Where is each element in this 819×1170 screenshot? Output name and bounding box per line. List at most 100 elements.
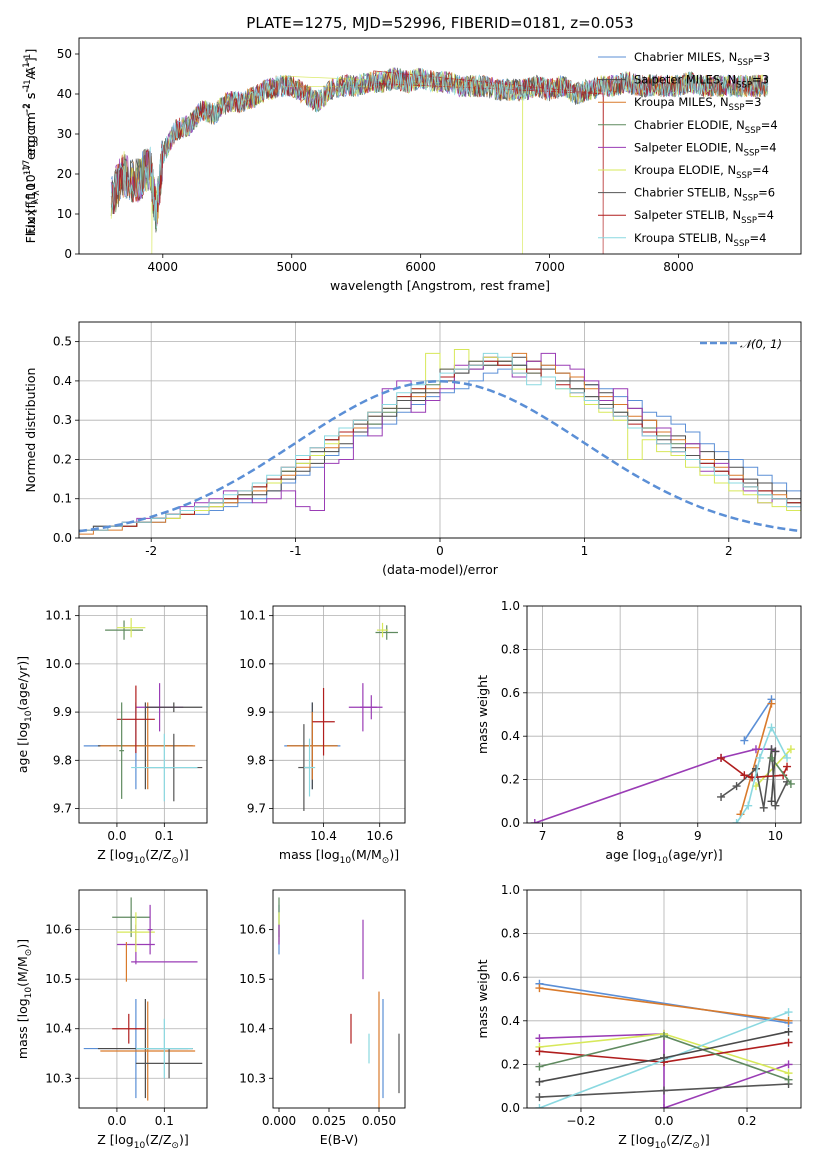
y-tick-label: 0.0 <box>53 531 72 545</box>
label-part: A <box>23 71 38 84</box>
label-part: (data-model)/error <box>382 562 499 577</box>
label-part: wavelength [Angstrom, rest frame] <box>330 278 550 293</box>
weight-line <box>743 698 773 741</box>
legend-label-main: Salpeter MILES, N <box>634 73 736 87</box>
legend-label: Kroupa ELODIE, NSSP=4 <box>634 163 769 181</box>
x-axis-label: (data-model)/error <box>382 562 499 577</box>
label-part: Z [log <box>97 847 133 862</box>
weight-line <box>539 987 789 1022</box>
x-axis-label: age [log10​(age/yr)] <box>605 847 722 866</box>
label-part: (M/M <box>351 847 382 862</box>
weight-marker <box>783 762 792 771</box>
weight-marker <box>660 1104 668 1108</box>
age-mass-weight-panel: 7 8 9 10 0.0 0.2 0.4 0.6 0.8 1.0 age [log10​(age/y… <box>475 599 802 866</box>
label-part: −17 <box>23 164 33 183</box>
label-part: Flux [f <box>23 204 38 244</box>
label-part: ⊙ <box>171 856 179 866</box>
x-axis-label: Z [log10​(Z/Z⊙​)] <box>618 1132 709 1151</box>
weight-marker <box>784 1008 793 1017</box>
weight-marker <box>767 797 776 806</box>
legend-label-sub: SSP <box>729 103 745 113</box>
y-tick-label: 10.6 <box>45 923 72 937</box>
y-tick-label: 0.4 <box>501 729 520 743</box>
y-tick-label: 0.2 <box>501 773 520 787</box>
y-tick-label: 0.2 <box>53 452 72 466</box>
x-tick-label: 0 <box>436 544 444 558</box>
y-tick-label: 0.8 <box>501 642 520 656</box>
histogram-series <box>79 360 801 531</box>
label-part: 10 <box>340 856 352 866</box>
label-part: 10 <box>134 1141 146 1151</box>
axes-frame <box>78 321 802 539</box>
weight-marker <box>740 771 749 780</box>
x-tick-label: 10.4 <box>310 829 337 843</box>
legend-label: Salpeter STELIB, NSSP=4 <box>634 208 774 226</box>
label-part: -17 <box>22 160 32 175</box>
x-tick-label: 10 <box>768 829 783 843</box>
y-tick-label: 40 <box>57 87 72 101</box>
x-tick-label: 0.0 <box>107 1114 126 1128</box>
x-tick-label: 10.6 <box>366 829 393 843</box>
y-tick-label: 50 <box>57 47 72 61</box>
weight-marker <box>767 699 776 708</box>
x-tick-label: 6000 <box>405 260 436 274</box>
legend-label-tail: =3 <box>744 95 761 109</box>
x-tick-label: 0.050 <box>362 1114 396 1128</box>
y-tick-label: 0.2 <box>501 1057 520 1071</box>
label-part: Z [log <box>618 1132 654 1147</box>
x-tick-label: 4000 <box>148 260 179 274</box>
weight-marker <box>535 1093 544 1102</box>
label-part: )] <box>179 1132 189 1147</box>
label-part: λ <box>32 190 42 196</box>
legend-label: Chabrier MILES, NSSP=3 <box>634 50 770 68</box>
legend-label-tail: =4 <box>761 118 778 132</box>
label-part: age [log <box>605 847 656 862</box>
weight-line <box>770 751 777 802</box>
legend-label-sub: SSP <box>736 81 752 91</box>
weight-marker <box>784 1038 793 1047</box>
y-tick-label: 1.0 <box>501 599 520 613</box>
legend-label-sub: SSP <box>737 58 753 68</box>
weight-marker <box>535 1062 544 1071</box>
label-part: age [log <box>15 722 30 773</box>
legend-label: Kroupa MILES, NSSP=3 <box>634 95 761 113</box>
y-tick-label: 1.0 <box>501 883 520 897</box>
x-tick-label: 0.1 <box>155 1114 174 1128</box>
label-part: ⊙ <box>382 856 390 866</box>
label-part: ] <box>23 49 38 54</box>
weight-marker <box>744 801 753 810</box>
axes-frame <box>272 605 406 824</box>
label-part: Normed distribution <box>23 368 38 493</box>
weight-marker <box>784 1027 793 1036</box>
x-tick-label: 8 <box>616 829 624 843</box>
y-tick-label: 10.0 <box>239 657 266 671</box>
y-tick-label: 0.0 <box>501 1101 520 1115</box>
weight-marker <box>535 984 544 993</box>
weight-marker <box>717 792 726 801</box>
y-axis-label: mass weight <box>475 959 490 1038</box>
x-axis-label: wavelength [Angstrom, rest frame] <box>330 278 550 293</box>
label-part: 10 <box>24 987 34 999</box>
axes-frame <box>78 605 208 824</box>
legend-label-tail: =3 <box>752 73 769 87</box>
label-part: Z [log <box>97 1132 133 1147</box>
histogram-series <box>79 360 801 531</box>
x-tick-label: 2 <box>725 544 733 558</box>
weight-marker <box>660 1053 668 1062</box>
legend-label-sub: SSP <box>744 148 760 158</box>
axes-frame <box>272 889 406 1109</box>
y-tick-label: 0.0 <box>501 816 520 830</box>
legend-label-main: Kroupa ELODIE, N <box>634 163 736 177</box>
weight-marker <box>660 1086 668 1095</box>
legend-label-tail: =6 <box>758 186 775 200</box>
y-tick-label: 10.5 <box>239 972 266 986</box>
y-axis-label: Flux [fλ10−17 erg cm−2 s−1 A−1] <box>23 49 41 244</box>
axes-frame <box>526 889 802 1109</box>
y-tick-label: 9.8 <box>247 753 266 767</box>
metallicity-mass-panel: 0.0 0.1 10.3 10.4 10.5 10.6 Z [log10​(Z/Z⊙​)] m… <box>15 889 208 1151</box>
legend-label: Salpeter ELODIE, NSSP=4 <box>634 140 777 158</box>
legend-label-tail: =4 <box>757 208 774 222</box>
label-part: A <box>23 66 38 79</box>
y-tick-label: 10.4 <box>45 1022 72 1036</box>
y-tick-label: 10.3 <box>239 1071 266 1085</box>
